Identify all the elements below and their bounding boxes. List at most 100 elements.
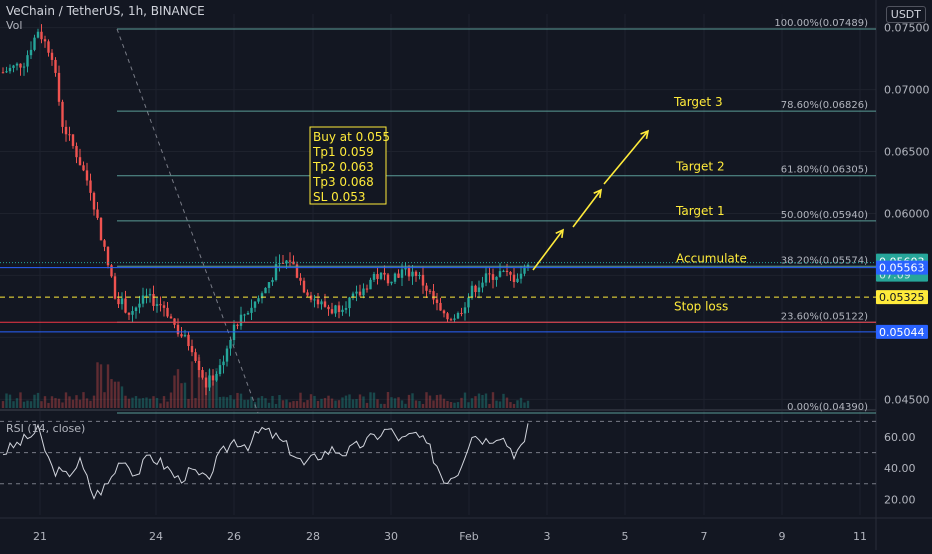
volume-bar <box>292 401 295 408</box>
volume-bar <box>470 398 474 408</box>
volume-bar <box>502 393 505 408</box>
time-tick-label: 3 <box>544 530 551 543</box>
blue-upper-badge[interactable]: 0.05563 <box>876 260 928 275</box>
volume-bar <box>365 402 369 408</box>
candle-body <box>267 282 271 288</box>
volume-bar <box>106 364 110 408</box>
blue-lower-badge[interactable]: 0.05044 <box>876 324 928 339</box>
blue-lower-badge-bg <box>876 324 928 339</box>
candle-body <box>61 101 64 127</box>
volume-bar <box>456 402 460 408</box>
candle-body <box>502 270 505 272</box>
candle-body <box>239 314 243 326</box>
price-tick-label: 0.06000 <box>884 207 930 220</box>
volume-bar <box>1 401 5 408</box>
volume-bar <box>190 361 194 408</box>
candle-body <box>390 281 393 284</box>
arrow-line <box>532 229 564 271</box>
candle-body <box>138 303 141 308</box>
volume-bar <box>99 364 103 408</box>
candle-body <box>260 293 264 299</box>
blue-upper-badge-bg <box>876 260 928 275</box>
candle-body <box>148 294 152 296</box>
volume-bar <box>96 362 99 408</box>
volume-bar <box>12 401 15 408</box>
candle-body <box>229 340 232 349</box>
volume-bar <box>166 401 169 408</box>
volume-bar <box>236 392 239 408</box>
volume-bar <box>57 398 61 408</box>
volume-bar <box>176 369 180 408</box>
candle-body <box>484 273 488 283</box>
candle-body <box>71 134 75 146</box>
volume-bar <box>208 369 211 408</box>
symbol-title[interactable]: VeChain / TetherUS, 1h, BINANCE <box>6 4 205 18</box>
candle-body <box>383 272 386 275</box>
candle-body <box>169 316 173 319</box>
candle-body <box>215 374 218 381</box>
candle-body <box>330 309 334 314</box>
volume-bar <box>390 397 393 408</box>
volume-label[interactable]: Vol <box>6 19 23 32</box>
candle-body <box>463 307 467 314</box>
candle-body <box>29 49 33 56</box>
volume-bar <box>330 398 334 408</box>
volume-bar <box>302 402 306 408</box>
volume-bar <box>523 402 526 408</box>
candle-body <box>460 312 463 314</box>
volume-bar <box>442 398 446 408</box>
volume-bar <box>15 398 19 408</box>
candle-body <box>309 295 313 300</box>
volume-bar <box>68 396 71 408</box>
volume-bar <box>138 398 141 408</box>
volume-bar <box>477 393 481 408</box>
candle-body <box>316 299 320 305</box>
volume-bar <box>229 395 232 408</box>
candle-body <box>47 41 50 53</box>
volume-bar <box>134 396 138 408</box>
candle-body <box>250 307 253 313</box>
volume-bar <box>481 394 484 408</box>
time-tick-label: 5 <box>622 530 629 543</box>
yellow-badge[interactable]: 0.05325 <box>876 290 928 305</box>
candle-body <box>92 192 96 210</box>
candle-body <box>393 273 397 282</box>
candle-body <box>211 375 215 381</box>
candle-body <box>456 312 460 319</box>
volume-bar <box>250 396 253 408</box>
candle-body <box>344 308 348 310</box>
volume-bar <box>411 393 414 408</box>
volume-bar <box>505 397 509 408</box>
volume-bar <box>75 395 78 408</box>
candle-body <box>449 319 453 321</box>
volume-bar <box>432 400 435 408</box>
currency-button[interactable]: USDT <box>885 6 926 23</box>
note-line: Tp3 0.068 <box>312 175 374 189</box>
candle-body <box>400 269 404 278</box>
candle-body <box>54 59 57 73</box>
candle-body <box>372 274 376 280</box>
note-box-border <box>309 126 387 205</box>
candle-body <box>187 334 190 347</box>
candle-body <box>57 72 61 102</box>
volume-bar <box>446 400 449 408</box>
candle-body <box>12 65 15 68</box>
candle-body <box>376 274 379 279</box>
volume-bar <box>407 394 411 408</box>
candle-body <box>411 271 414 277</box>
volume-bar <box>320 398 323 408</box>
volume-bar <box>40 401 43 408</box>
candle-body <box>152 294 155 306</box>
candle-body <box>432 291 435 300</box>
volume-bar <box>260 396 264 408</box>
candle-body <box>106 246 110 266</box>
symbol-header: VeChain / TetherUS, 1h, BINANCE Vol <box>6 4 205 32</box>
candle-body <box>362 288 365 296</box>
price-tick-label: 0.07500 <box>884 22 930 35</box>
target2-label: Target 2 <box>675 160 725 174</box>
fib-level-label: 61.80%(0.06305) <box>781 165 868 176</box>
candle-body <box>225 348 229 362</box>
